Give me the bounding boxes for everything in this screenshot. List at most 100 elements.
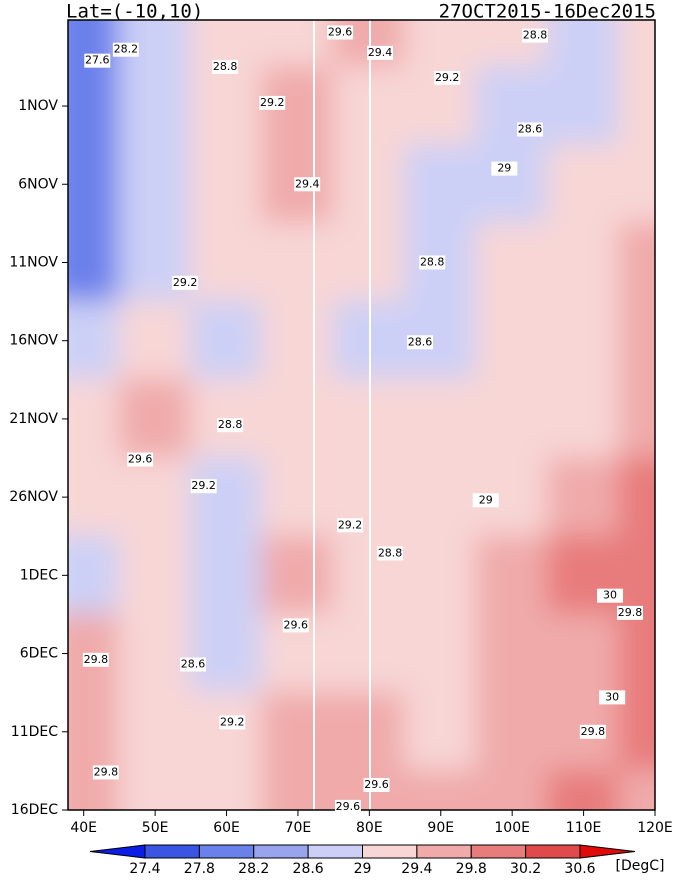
contour-label: 29.8 xyxy=(84,653,109,666)
field-cell xyxy=(189,691,264,772)
x-tick-label: 50E xyxy=(142,820,169,836)
contour-label-bg xyxy=(282,618,309,633)
unit-label: [DegC] xyxy=(616,858,665,874)
field-cell xyxy=(475,691,549,772)
field-cell xyxy=(618,769,655,810)
field-cell xyxy=(546,378,621,460)
field-cell xyxy=(261,769,335,810)
field-cell xyxy=(475,144,549,225)
contour-label: 28.8 xyxy=(218,418,243,431)
field-cell xyxy=(68,691,121,772)
field-cell xyxy=(618,144,655,225)
field-cell xyxy=(618,613,655,694)
field-cell xyxy=(189,65,264,147)
colorbar-bin xyxy=(89,844,146,859)
chart-title: Lat=(-10,10) xyxy=(66,1,203,23)
field-cell xyxy=(546,65,621,147)
contour-label: 28.2 xyxy=(114,43,139,56)
field-cell xyxy=(189,457,264,538)
field-cell xyxy=(118,691,192,772)
y-tick-label: 11DEC xyxy=(11,724,58,740)
field-cell xyxy=(475,769,549,810)
contour-label-bg xyxy=(407,335,434,350)
field-cell xyxy=(261,457,335,538)
contour-label: 29.6 xyxy=(284,618,309,631)
field-cell xyxy=(261,20,335,68)
field-cell xyxy=(189,535,264,616)
colorbar-bin xyxy=(198,844,255,859)
contour-label: 28.6 xyxy=(181,658,206,671)
field-cell xyxy=(618,457,655,538)
field-cell xyxy=(475,222,549,303)
field-cell xyxy=(68,378,121,460)
contour-label-bg xyxy=(259,95,286,110)
field-cell xyxy=(118,222,192,303)
contour-label: 29.2 xyxy=(220,715,245,728)
contour-label-bg xyxy=(92,765,119,780)
colorbar-label: 28.2 xyxy=(238,861,269,877)
field-cell xyxy=(68,300,121,381)
x-tick-label: 70E xyxy=(285,820,312,836)
y-tick-label: 1DEC xyxy=(20,567,59,583)
field-cell xyxy=(618,691,655,772)
contour-label-bg xyxy=(337,518,364,533)
contour-label: 30 xyxy=(605,690,619,703)
field-cell xyxy=(118,457,192,538)
contour-label-bg xyxy=(617,605,644,620)
field-cell xyxy=(475,300,549,381)
colorbar-bin xyxy=(307,844,363,859)
contour-label: 28.8 xyxy=(420,255,445,268)
contour-label: 29.6 xyxy=(128,453,153,466)
x-tick-label: 40E xyxy=(70,820,97,836)
y-tick-label: 6NOV xyxy=(18,176,58,192)
colorbar-bin xyxy=(253,844,309,859)
contour-label: 29 xyxy=(479,493,493,506)
contour-label: 30 xyxy=(603,589,617,602)
field-cell xyxy=(189,222,264,303)
contour-label: 29.2 xyxy=(173,276,198,289)
contour-label-bg xyxy=(82,652,109,667)
contour-label-bg xyxy=(517,122,544,137)
field-cell xyxy=(475,378,549,460)
field-cell xyxy=(189,144,264,225)
field-cell xyxy=(404,691,478,772)
x-tick-label: 110E xyxy=(566,820,602,836)
field-cell xyxy=(475,535,549,616)
contour-label: 29.2 xyxy=(191,479,216,492)
colorbar-bin xyxy=(470,844,527,859)
contour-label-bg xyxy=(522,28,549,43)
field-cell xyxy=(118,300,192,381)
y-tick-label: 6DEC xyxy=(20,646,59,662)
contour-label-bg xyxy=(127,452,154,467)
field-cell xyxy=(118,769,192,810)
contour-label-bg xyxy=(84,53,111,68)
colorbar-label: 29.8 xyxy=(456,861,487,877)
contour-label: 29.2 xyxy=(260,96,285,109)
contour-label: 29.2 xyxy=(338,518,363,531)
field-cell xyxy=(618,535,655,616)
contour-label-bg xyxy=(190,479,217,494)
colorbar-bin xyxy=(525,844,581,859)
contour-label: 28.6 xyxy=(408,335,433,348)
contour-label-bg xyxy=(172,275,199,290)
field-cell xyxy=(404,535,478,616)
contour-label-bg xyxy=(363,777,390,792)
field-cell xyxy=(618,65,655,147)
field xyxy=(68,20,655,810)
contour-label: 29.6 xyxy=(364,778,389,791)
colorbar-label: 28.6 xyxy=(293,861,324,877)
contour-label-bg xyxy=(599,690,626,705)
contour-label-bg xyxy=(579,724,606,739)
colorbar-bin xyxy=(579,844,636,859)
contour-label: 28.6 xyxy=(518,123,543,136)
contour-label: 29.6 xyxy=(328,26,353,39)
contour-label-bg xyxy=(434,70,461,85)
field-cell xyxy=(189,613,264,694)
contour-label-bg xyxy=(217,418,244,433)
colorbar-bin xyxy=(144,844,200,859)
field-cell xyxy=(118,535,192,616)
colorbar-label: 30.2 xyxy=(510,861,541,877)
field-cell xyxy=(546,222,621,303)
field-cell xyxy=(546,300,621,381)
